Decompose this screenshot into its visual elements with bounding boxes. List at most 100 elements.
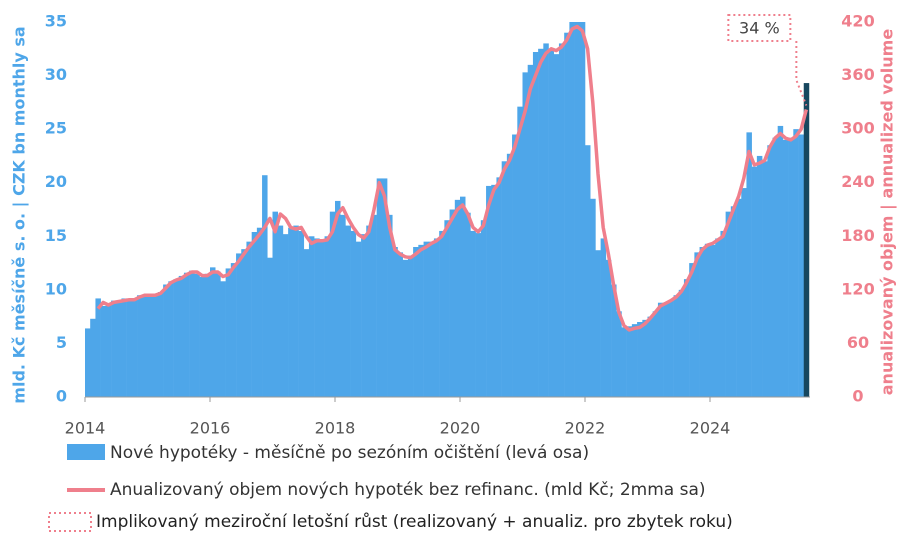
bar — [256, 227, 263, 397]
bar — [798, 134, 805, 397]
bar — [439, 230, 445, 397]
x-tick-label: 2024 — [690, 419, 731, 438]
bar — [548, 48, 555, 398]
bar — [605, 259, 612, 397]
bar — [423, 241, 430, 397]
bar — [204, 273, 211, 397]
y-tick-label: 25 — [45, 119, 67, 138]
bar — [335, 200, 341, 397]
bar — [736, 198, 742, 397]
y-tick-label: 30 — [45, 65, 67, 84]
y2-tick-label: 0 — [852, 387, 863, 406]
annotation-box — [727, 14, 792, 42]
bar — [220, 281, 226, 397]
x-tick-label: 2020 — [440, 419, 481, 438]
bar — [475, 233, 482, 397]
bar — [241, 249, 247, 397]
bar — [480, 220, 487, 397]
bar — [210, 267, 216, 397]
bar — [777, 125, 784, 397]
bar — [590, 198, 596, 397]
bar — [668, 300, 674, 397]
bar — [793, 129, 799, 397]
x-tick-label: 2018 — [315, 419, 356, 438]
bar — [506, 153, 513, 397]
bar — [293, 225, 299, 397]
y2-tick-label: 360 — [841, 65, 874, 84]
bar — [319, 240, 325, 397]
bar — [199, 277, 206, 397]
bar — [262, 175, 268, 397]
bar — [194, 273, 200, 397]
bar — [381, 178, 388, 397]
bar — [433, 238, 440, 397]
bar — [486, 185, 492, 397]
bar — [121, 298, 127, 397]
bar — [652, 311, 659, 397]
bar — [329, 211, 336, 397]
bar — [173, 279, 180, 397]
bar — [366, 225, 372, 397]
bar — [282, 234, 289, 397]
bar — [517, 106, 523, 398]
x-tick-label: 2014 — [65, 419, 106, 438]
bar — [532, 52, 539, 397]
bar — [751, 166, 758, 397]
bar — [157, 292, 164, 397]
bar — [558, 43, 565, 398]
bar — [642, 319, 648, 397]
bar — [767, 145, 773, 397]
bar — [626, 326, 633, 397]
bar — [538, 48, 544, 398]
bar — [444, 220, 450, 397]
bar — [637, 322, 643, 397]
bar — [371, 214, 377, 397]
bar — [178, 275, 185, 397]
y-tick-label: 10 — [45, 279, 67, 298]
bar — [251, 232, 258, 397]
bar — [699, 247, 706, 397]
bar — [579, 22, 586, 397]
bar — [772, 137, 778, 397]
bar — [657, 302, 664, 397]
bar — [449, 209, 456, 397]
bar — [387, 214, 393, 397]
bar — [236, 253, 242, 397]
bar — [428, 241, 435, 397]
y2-axis-label: anualizovaný objem | annualized volume — [878, 29, 898, 396]
bar — [277, 225, 284, 397]
bar — [564, 32, 570, 397]
bar — [694, 252, 700, 397]
bar — [663, 302, 669, 397]
y2-tick-label: 240 — [841, 172, 874, 191]
bar — [553, 54, 560, 398]
bar — [611, 284, 617, 397]
bar — [616, 311, 622, 397]
y2-tick-label: 420 — [841, 12, 874, 31]
bar — [720, 230, 726, 397]
bar — [621, 327, 627, 397]
legend-label: Nové hypotéky - měsíčně po sezóním očišt… — [110, 443, 589, 463]
bar — [267, 257, 273, 397]
bar — [585, 145, 591, 397]
bar — [303, 249, 310, 397]
bar — [131, 298, 138, 397]
bar — [512, 134, 518, 397]
bar — [324, 236, 331, 397]
bar — [600, 238, 607, 397]
bar — [345, 225, 351, 397]
bar — [168, 281, 174, 397]
bar — [116, 302, 122, 397]
bar — [163, 284, 169, 397]
bar — [402, 259, 409, 397]
annotation-label: 34 % — [739, 19, 780, 38]
bar — [215, 271, 221, 397]
bar — [147, 295, 153, 397]
bar — [543, 43, 549, 398]
bar — [298, 230, 305, 397]
bar — [710, 244, 716, 397]
bar — [361, 234, 367, 397]
bar — [762, 161, 768, 397]
bar — [522, 72, 528, 397]
